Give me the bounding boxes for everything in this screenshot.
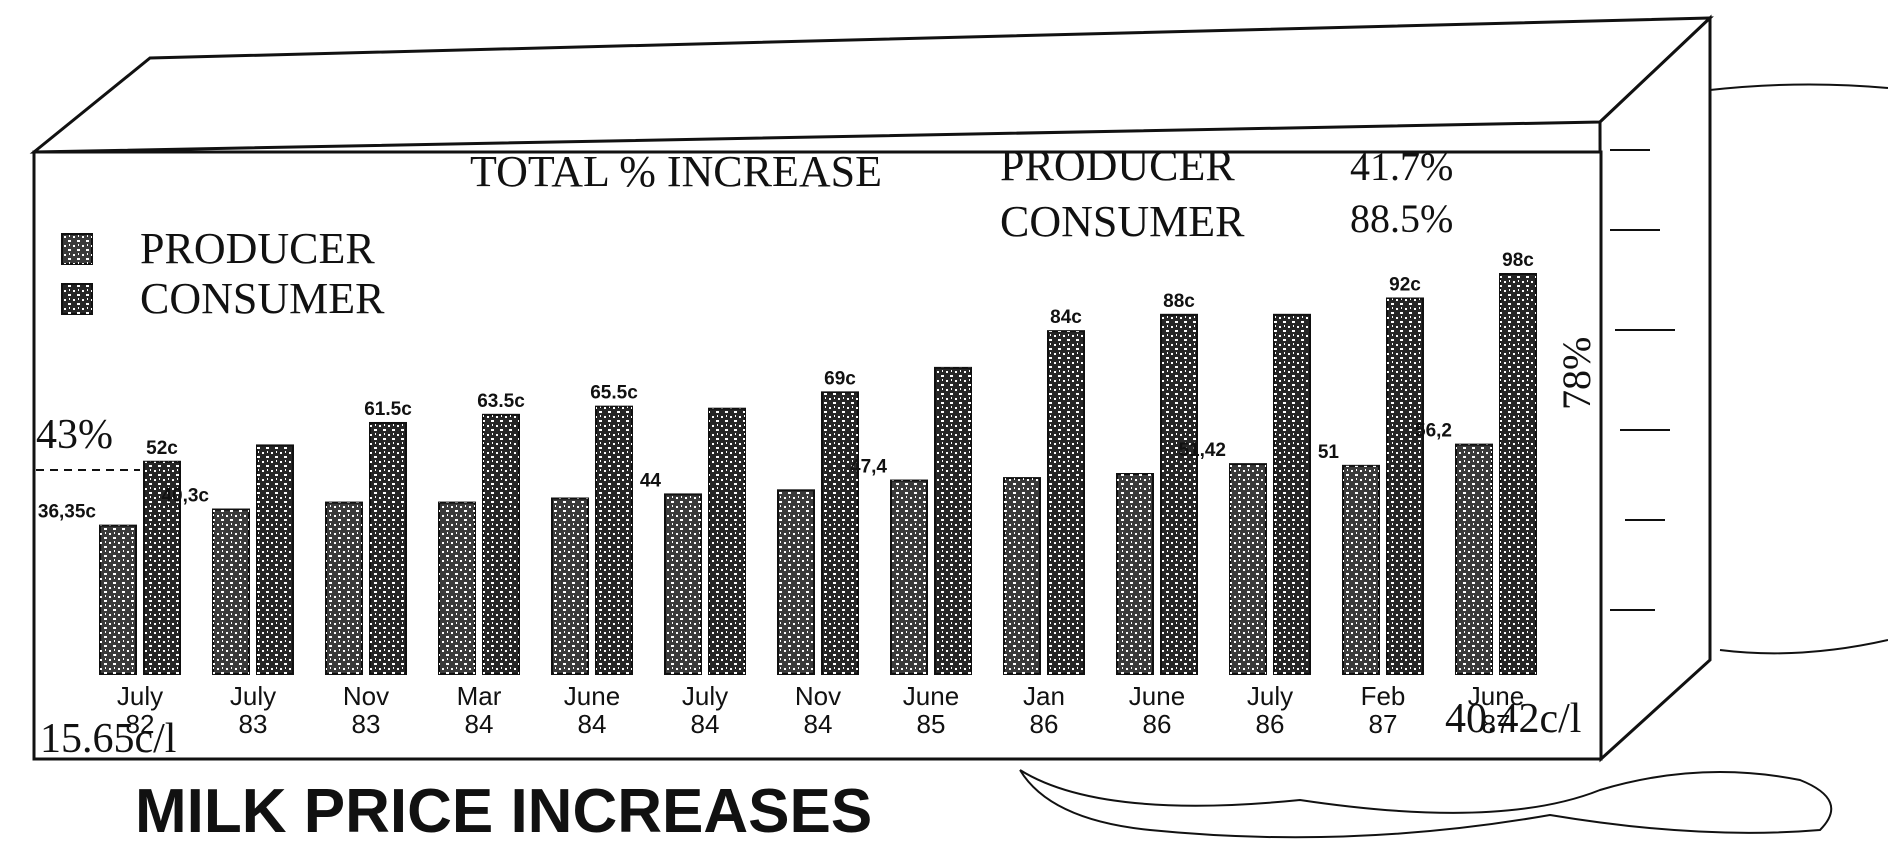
value-label: 61.5c xyxy=(364,399,412,420)
bar-texture xyxy=(1117,474,1153,674)
x-tick-label: June 87 xyxy=(1461,682,1531,738)
annotation: 43% xyxy=(36,412,113,458)
bar-texture xyxy=(1230,464,1266,674)
legend-label: CONSUMER xyxy=(140,274,385,323)
bar-texture xyxy=(483,415,519,674)
bar-texture xyxy=(257,445,293,674)
bar-texture xyxy=(100,526,136,674)
value-label: 51,42 xyxy=(1178,440,1226,461)
bar-texture xyxy=(1500,274,1536,674)
value-label: 63.5c xyxy=(477,391,525,412)
x-tick-label: June 84 xyxy=(557,682,627,738)
value-label: 52c xyxy=(146,438,178,459)
x-tick-label: Jan 86 xyxy=(1009,682,1079,738)
x-tick-label: June 86 xyxy=(1122,682,1192,738)
bar-texture xyxy=(709,409,745,674)
bar-texture xyxy=(1004,478,1040,674)
bar-texture xyxy=(1161,315,1197,674)
value-label: 98c xyxy=(1502,250,1534,271)
value-label: 44 xyxy=(640,470,662,491)
annotation: TOTAL % INCREASE xyxy=(470,147,882,196)
x-tick-label: July 86 xyxy=(1235,682,1305,738)
value-label: 92c xyxy=(1389,274,1421,295)
bar-texture xyxy=(1048,331,1084,674)
bar-texture xyxy=(439,503,475,674)
annotation: 41.7% xyxy=(1350,144,1453,189)
legend-swatch-texture xyxy=(62,234,92,264)
bar-texture xyxy=(370,423,406,674)
bar-texture xyxy=(822,392,858,674)
bar-texture xyxy=(1343,466,1379,674)
legend-label: PRODUCER xyxy=(140,224,375,273)
legend-swatch-texture xyxy=(62,284,92,314)
x-tick-label: Feb 87 xyxy=(1348,682,1418,738)
bar-texture xyxy=(778,490,814,674)
x-tick-label: July 82 xyxy=(105,682,175,738)
value-label: 84c xyxy=(1050,307,1082,328)
value-label: 65.5c xyxy=(590,383,638,404)
x-tick-label: Nov 83 xyxy=(331,682,401,738)
bar-texture xyxy=(935,368,971,674)
annotation: 78% xyxy=(1554,337,1599,410)
value-label: 36,35c xyxy=(38,502,97,523)
bar-texture xyxy=(1456,445,1492,674)
bar-texture xyxy=(891,481,927,674)
bar-texture xyxy=(665,494,701,674)
x-tick-label: Nov 84 xyxy=(783,682,853,738)
chart-title: MILK PRICE INCREASES xyxy=(135,777,872,846)
page: TOTAL % INCREASE PRODUCER 41.7% CONSUMER… xyxy=(0,0,1888,853)
x-tick-label: June 85 xyxy=(896,682,966,738)
bar-texture xyxy=(1387,298,1423,674)
x-tick-label: Mar 84 xyxy=(444,682,514,738)
x-tick-label: July 83 xyxy=(218,682,288,738)
value-label: 40,3c xyxy=(161,486,209,507)
value-label: 88c xyxy=(1163,291,1195,312)
annotation: CONSUMER xyxy=(1000,197,1245,246)
bar-texture xyxy=(213,510,249,674)
bar-texture xyxy=(552,498,588,674)
bar-texture xyxy=(596,407,632,674)
bar-texture xyxy=(1274,315,1310,674)
value-label: 47,4 xyxy=(850,457,887,478)
annotation: 88.5% xyxy=(1350,196,1453,241)
value-label: 51 xyxy=(1318,442,1340,463)
value-label: 69c xyxy=(824,368,856,389)
bar-texture xyxy=(326,503,362,674)
annotation: PRODUCER xyxy=(1000,141,1235,190)
value-label: 56,2 xyxy=(1415,421,1452,442)
x-tick-label: July 84 xyxy=(670,682,740,738)
